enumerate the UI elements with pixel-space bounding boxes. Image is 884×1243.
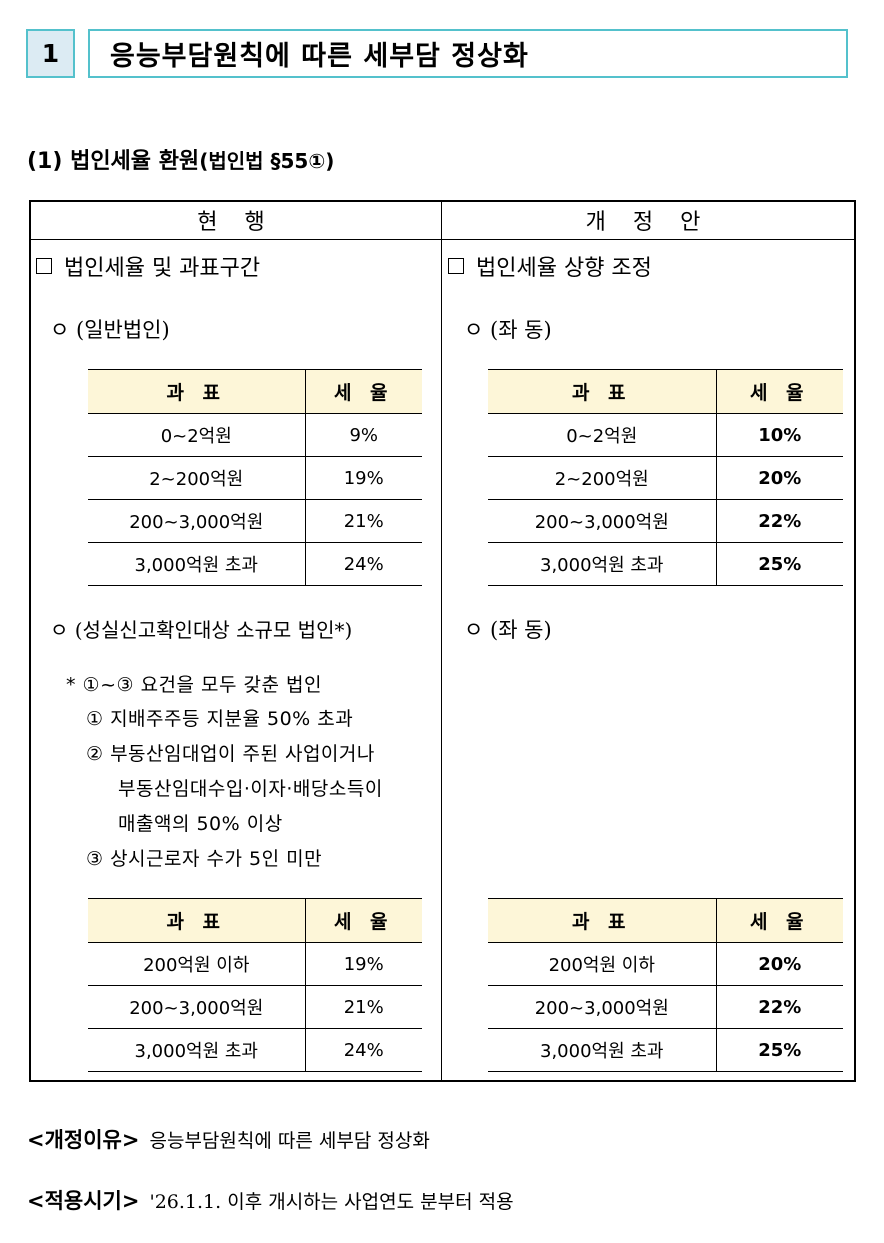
- note-line: ③ 상시근로자 수가 5인 미만: [86, 848, 323, 870]
- reason-text: 응능부담원칙에 따른 세부담 정상화: [149, 1130, 430, 1152]
- subtitle-main: (1) 법인세율 환원: [27, 149, 200, 174]
- header-tax-base: 과 표: [88, 898, 305, 943]
- revised-small-rate-table: 과 표 세 율 200억원 이하 20% 200~3,000억원 22% 3,000…: [488, 898, 843, 1072]
- checkbox-square-icon: [448, 258, 464, 274]
- table-row: 200억원 이하 20%: [488, 942, 843, 986]
- table-row: 2~200억원 20%: [488, 456, 843, 500]
- tax-base-cell: 3,000억원 초과: [88, 542, 305, 586]
- checkbox-square-icon: [36, 258, 52, 274]
- tax-rate-cell: 22%: [715, 499, 843, 543]
- table-row: 3,000억원 초과 24%: [88, 542, 422, 586]
- current-small-rate-table: 과 표 세 율 200억원 이하 19% 200~3,000억원 21% 3,000…: [88, 898, 422, 1072]
- reason-label: <개정이유>: [27, 1128, 140, 1152]
- effective-text: '26.1.1. 이후 개시하는 사업연도 분부터 적용: [149, 1191, 514, 1213]
- table-row: 0~2억원 10%: [488, 413, 843, 457]
- tax-base-cell: 3,000억원 초과: [488, 542, 716, 586]
- current-general-rate-table: 과 표 세 율 0~2억원 9% 2~200억원 19% 200~3,000억원 21…: [88, 369, 422, 586]
- header-tax-base: 과 표: [88, 369, 305, 414]
- subtitle: (1) 법인세율 환원(법인법 §55①): [27, 143, 334, 175]
- revised-general-label: ㅇ (좌 동): [464, 318, 552, 342]
- effective-label: <적용시기>: [27, 1189, 140, 1213]
- tax-rate-cell: 22%: [715, 985, 843, 1029]
- revised-heading-text: 법인세율 상향 조정: [476, 256, 652, 281]
- revised-general-rate-table: 과 표 세 율 0~2억원 10% 2~200억원 20% 200~3,000억원 2…: [488, 369, 843, 586]
- current-heading: 법인세율 및 과표구간: [36, 250, 260, 282]
- table-row: 3,000억원 초과 25%: [488, 542, 843, 586]
- tax-base-cell: 0~2억원: [488, 413, 716, 457]
- note-line: ② 부동산임대업이 주된 사업이거나: [86, 743, 375, 765]
- revised-heading: 법인세율 상향 조정: [448, 250, 652, 282]
- effective-date-line: <적용시기> '26.1.1. 이후 개시하는 사업연도 분부터 적용: [27, 1185, 514, 1215]
- header-tax-rate: 세 율: [715, 898, 843, 943]
- tax-rate-cell: 20%: [715, 942, 843, 986]
- table-header-row: 과 표 세 율: [488, 369, 843, 414]
- header-tax-base: 과 표: [488, 898, 716, 943]
- current-heading-text: 법인세율 및 과표구간: [64, 256, 261, 281]
- header-tax-rate: 세 율: [715, 369, 843, 414]
- note-line: ① 지배주주등 지분율 50% 초과: [86, 708, 354, 730]
- tax-rate-cell: 20%: [715, 456, 843, 500]
- section-title: 응능부담원칙에 따른 세부담 정상화: [88, 29, 848, 78]
- tax-rate-cell: 10%: [715, 413, 843, 457]
- tax-base-cell: 200~3,000억원: [88, 499, 305, 543]
- table-header-row: 과 표 세 율: [88, 369, 422, 414]
- current-general-label: ㅇ (일반법인): [50, 318, 170, 342]
- tax-base-cell: 200~3,000억원: [488, 985, 716, 1029]
- table-row: 2~200억원 19%: [88, 456, 422, 500]
- table-header-row: 과 표 세 율: [488, 898, 843, 943]
- tax-rate-cell: 9%: [304, 413, 422, 457]
- table-header-row: 과 표 세 율: [88, 898, 422, 943]
- tax-rate-cell: 19%: [304, 942, 422, 986]
- tax-base-cell: 0~2억원: [88, 413, 305, 457]
- tax-base-cell: 2~200억원: [88, 456, 305, 500]
- tax-base-cell: 3,000억원 초과: [88, 1028, 305, 1072]
- tax-rate-cell: 25%: [715, 1028, 843, 1072]
- tax-base-cell: 200억원 이하: [88, 942, 305, 986]
- note-line: 부동산임대수입·이자·배당소득이: [118, 778, 383, 800]
- column-divider: [441, 201, 442, 1081]
- tax-base-cell: 200~3,000억원: [488, 499, 716, 543]
- header-tax-rate: 세 율: [304, 898, 422, 943]
- header-divider: [30, 239, 855, 240]
- tax-base-cell: 2~200억원: [488, 456, 716, 500]
- header-tax-base: 과 표: [488, 369, 716, 414]
- table-row: 200~3,000억원 21%: [88, 499, 422, 543]
- current-small-label: ㅇ (성실신고확인대상 소규모 법인*): [50, 618, 353, 642]
- table-row: 200~3,000억원 22%: [488, 985, 843, 1029]
- tax-base-cell: 200억원 이하: [488, 942, 716, 986]
- column-header-current: 현 행: [197, 210, 275, 235]
- table-row: 200억원 이하 19%: [88, 942, 422, 986]
- tax-rate-cell: 24%: [304, 1028, 422, 1072]
- note-line: * ①~③ 요건을 모두 갖춘 법인: [66, 674, 323, 696]
- table-row: 200~3,000억원 22%: [488, 499, 843, 543]
- table-row: 3,000억원 초과 24%: [88, 1028, 422, 1072]
- table-row: 0~2억원 9%: [88, 413, 422, 457]
- tax-rate-cell: 25%: [715, 542, 843, 586]
- header-tax-rate: 세 율: [304, 369, 422, 414]
- note-line: 매출액의 50% 이상: [118, 813, 283, 835]
- subtitle-reference: (법인법 §55①): [199, 149, 335, 173]
- tax-rate-cell: 24%: [304, 542, 422, 586]
- revised-small-label: ㅇ (좌 동): [464, 618, 552, 642]
- table-row: 3,000억원 초과 25%: [488, 1028, 843, 1072]
- tax-rate-cell: 21%: [304, 499, 422, 543]
- comparison-table: [29, 200, 856, 1082]
- column-header-revised: 개 정 안: [585, 210, 711, 235]
- tax-rate-cell: 19%: [304, 456, 422, 500]
- reason-line: <개정이유> 응능부담원칙에 따른 세부담 정상화: [27, 1124, 430, 1154]
- tax-base-cell: 3,000억원 초과: [488, 1028, 716, 1072]
- section-number: 1: [26, 29, 75, 78]
- tax-rate-cell: 21%: [304, 985, 422, 1029]
- table-row: 200~3,000억원 21%: [88, 985, 422, 1029]
- tax-base-cell: 200~3,000억원: [88, 985, 305, 1029]
